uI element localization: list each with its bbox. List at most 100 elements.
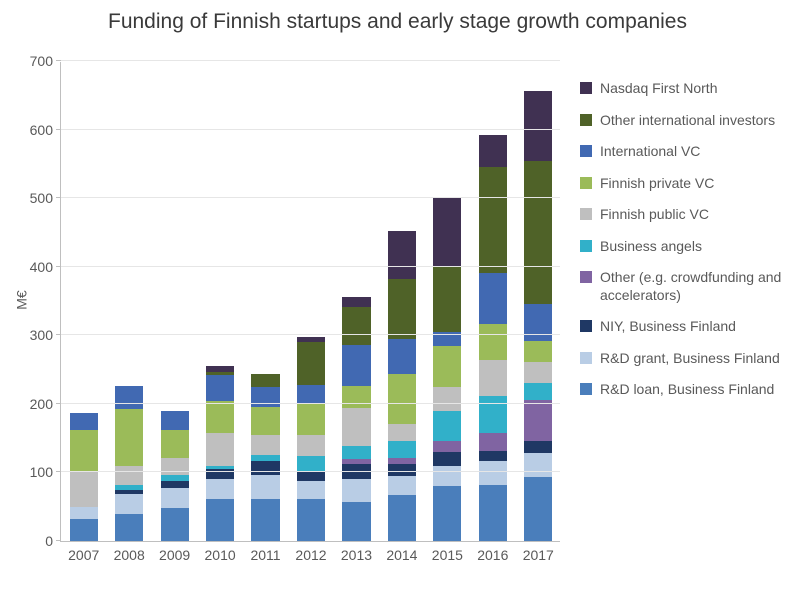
y-tick-label: 600 <box>30 122 61 138</box>
x-tick-label: 2014 <box>379 541 425 563</box>
seg-angels <box>161 475 189 481</box>
seg-nasdaq <box>206 366 234 371</box>
seg-rd_loan <box>479 485 507 541</box>
legend-label: Finnish public VC <box>600 206 709 224</box>
seg-other_crowd <box>479 433 507 450</box>
seg-rd_loan <box>251 499 279 542</box>
x-tick-label: 2007 <box>61 541 107 563</box>
seg-intl_vc <box>342 345 370 386</box>
legend-item-nasdaq: Nasdaq First North <box>580 80 790 98</box>
seg-rd_grant <box>524 453 552 478</box>
seg-rd_grant <box>70 507 98 519</box>
seg-fin_private_vc <box>70 430 98 472</box>
gridline <box>61 266 560 267</box>
seg-niy <box>479 451 507 461</box>
seg-other_intl <box>251 374 279 386</box>
seg-angels <box>388 441 416 458</box>
seg-fin_public_vc <box>388 424 416 441</box>
seg-other_crowd <box>433 441 461 452</box>
seg-angels <box>297 456 325 471</box>
seg-intl_vc <box>388 339 416 373</box>
seg-intl_vc <box>161 411 189 430</box>
seg-rd_grant <box>297 481 325 498</box>
seg-fin_private_vc <box>161 430 189 458</box>
plot-area: 0100200300400500600700200720082009201020… <box>60 62 560 542</box>
seg-rd_loan <box>161 508 189 541</box>
seg-niy <box>524 441 552 453</box>
seg-niy <box>161 481 189 488</box>
seg-nasdaq <box>388 231 416 279</box>
y-tick-label: 500 <box>30 190 61 206</box>
gridline <box>61 334 560 335</box>
seg-angels <box>342 446 370 460</box>
legend-item-fin_private_vc: Finnish private VC <box>580 175 790 193</box>
seg-nasdaq <box>479 135 507 167</box>
legend-swatch <box>580 271 592 283</box>
legend-label: International VC <box>600 143 700 161</box>
seg-angels <box>479 396 507 434</box>
seg-angels <box>206 466 234 469</box>
y-tick-label: 700 <box>30 53 61 69</box>
seg-other_intl <box>433 267 461 332</box>
y-axis-label: M€ <box>14 290 30 309</box>
seg-rd_loan <box>70 519 98 541</box>
seg-intl_vc <box>70 413 98 430</box>
seg-rd_loan <box>342 502 370 541</box>
x-tick-label: 2017 <box>515 541 561 563</box>
seg-fin_private_vc <box>524 341 552 362</box>
seg-rd_loan <box>297 499 325 542</box>
seg-niy <box>388 464 416 476</box>
seg-fin_public_vc <box>206 433 234 465</box>
gridline <box>61 471 560 472</box>
seg-nasdaq <box>342 297 370 307</box>
legend-swatch <box>580 177 592 189</box>
seg-nasdaq <box>297 337 325 342</box>
seg-rd_grant <box>251 475 279 499</box>
seg-rd_grant <box>342 479 370 502</box>
legend-label: R&D loan, Business Finland <box>600 381 774 399</box>
seg-intl_vc <box>251 387 279 408</box>
legend-item-other_crowd: Other (e.g. crowdfunding and accelerator… <box>580 269 790 304</box>
seg-fin_public_vc <box>297 435 325 456</box>
legend-swatch <box>580 240 592 252</box>
seg-fin_public_vc <box>115 466 143 485</box>
seg-rd_grant <box>161 488 189 509</box>
x-tick-label: 2016 <box>470 541 516 563</box>
x-tick-label: 2009 <box>152 541 198 563</box>
seg-intl_vc <box>206 375 234 401</box>
legend-item-angels: Business angels <box>580 238 790 256</box>
legend-swatch <box>580 352 592 364</box>
seg-fin_public_vc <box>251 435 279 455</box>
legend-item-fin_public_vc: Finnish public VC <box>580 206 790 224</box>
seg-rd_loan <box>433 486 461 541</box>
seg-fin_private_vc <box>479 324 507 360</box>
seg-niy <box>297 471 325 481</box>
seg-fin_private_vc <box>388 374 416 424</box>
legend-label: Other (e.g. crowdfunding and accelerator… <box>600 269 790 304</box>
seg-fin_public_vc <box>524 362 552 383</box>
seg-fin_public_vc <box>342 408 370 446</box>
legend-swatch <box>580 208 592 220</box>
seg-fin_private_vc <box>206 401 234 433</box>
seg-niy <box>251 461 279 475</box>
seg-other_intl <box>479 167 507 273</box>
chart-title: Funding of Finnish startups and early st… <box>0 10 795 34</box>
seg-fin_private_vc <box>342 386 370 408</box>
legend-label: Other international investors <box>600 112 775 130</box>
seg-rd_grant <box>206 479 234 498</box>
y-tick-label: 300 <box>30 327 61 343</box>
legend-label: Business angels <box>600 238 702 256</box>
seg-niy <box>433 452 461 466</box>
gridline <box>61 197 560 198</box>
seg-other_crowd <box>388 458 416 463</box>
y-tick-label: 100 <box>30 464 61 480</box>
legend-label: R&D grant, Business Finland <box>600 350 780 368</box>
y-tick-label: 0 <box>45 533 61 549</box>
seg-intl_vc <box>479 273 507 324</box>
seg-intl_vc <box>115 386 143 409</box>
legend-swatch <box>580 383 592 395</box>
legend-item-rd_loan: R&D loan, Business Finland <box>580 381 790 399</box>
seg-angels <box>524 383 552 400</box>
legend-swatch <box>580 114 592 126</box>
bars-layer <box>61 62 560 541</box>
